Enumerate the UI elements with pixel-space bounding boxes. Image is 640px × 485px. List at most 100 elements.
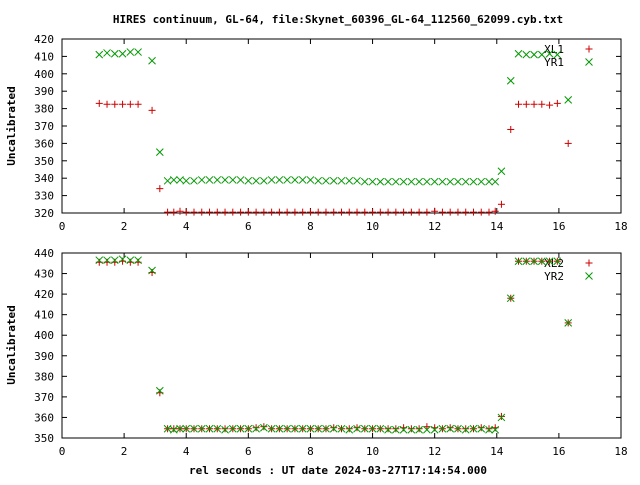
legend-label-yr1: YR1 <box>544 56 564 69</box>
data-point <box>110 256 119 265</box>
y-tick-label: 420 <box>34 288 54 301</box>
data-point <box>462 425 470 433</box>
data-point <box>299 208 307 216</box>
y-tick-label: 400 <box>34 329 54 342</box>
data-point <box>119 100 127 108</box>
data-point <box>407 208 415 216</box>
data-point <box>169 176 178 184</box>
data-point <box>384 425 392 433</box>
data-point <box>360 424 369 433</box>
data-point <box>148 56 156 65</box>
data-point <box>244 208 252 216</box>
data-point <box>399 177 408 186</box>
data-point <box>134 256 142 265</box>
data-point <box>477 208 485 216</box>
data-point <box>497 412 505 420</box>
data-point <box>446 208 454 216</box>
x-tick-label: 8 <box>307 220 314 233</box>
data-point <box>469 208 477 216</box>
data-point <box>384 208 392 216</box>
data-point <box>446 177 455 186</box>
data-point <box>95 99 103 107</box>
data-point <box>497 413 506 422</box>
data-point <box>322 208 330 216</box>
y-tick-label: 420 <box>34 33 54 46</box>
data-point <box>155 148 164 156</box>
data-point <box>163 176 172 185</box>
data-point <box>360 177 369 186</box>
x-tick-label: 2 <box>121 220 128 233</box>
data-point <box>537 257 546 266</box>
data-point <box>118 49 127 58</box>
data-point <box>415 425 423 433</box>
data-point <box>423 177 431 186</box>
data-point <box>213 424 222 433</box>
data-point <box>221 176 229 184</box>
x-tick-label: 4 <box>183 445 190 458</box>
data-point <box>291 208 299 216</box>
data-point <box>134 100 142 108</box>
data-point <box>164 208 172 216</box>
y-tick-label: 440 <box>34 247 54 260</box>
y-tick-label: 360 <box>34 137 54 150</box>
data-point <box>376 177 385 186</box>
data-point <box>221 425 229 433</box>
bottom-plot-frame <box>61 252 622 439</box>
data-point <box>148 106 156 114</box>
data-point <box>176 176 184 184</box>
data-point <box>283 208 291 216</box>
data-point <box>252 424 260 433</box>
data-point <box>228 176 237 184</box>
data-point <box>306 208 314 216</box>
x-tick-label: 14 <box>490 220 504 233</box>
y-tick-label: 410 <box>34 309 54 322</box>
legend-marker-xl1 <box>585 45 593 53</box>
y-tick-label: 370 <box>34 120 54 133</box>
data-point <box>95 50 104 59</box>
data-point <box>353 424 361 432</box>
data-point <box>126 256 135 265</box>
data-point <box>260 208 268 216</box>
data-point <box>522 50 531 59</box>
data-point <box>126 48 135 56</box>
data-point <box>298 176 307 184</box>
data-point <box>537 50 546 59</box>
data-point <box>461 425 470 434</box>
data-point <box>291 176 299 184</box>
data-point <box>469 177 478 186</box>
data-point <box>197 424 206 433</box>
series-yr1 <box>95 48 573 186</box>
top-plot-frame <box>61 38 622 214</box>
y-tick-label: 380 <box>34 103 54 116</box>
y-tick-label: 400 <box>34 68 54 81</box>
y-tick-label: 350 <box>34 155 54 168</box>
data-point <box>530 100 538 108</box>
data-point <box>407 425 415 433</box>
data-point <box>260 423 268 432</box>
data-point <box>118 255 127 264</box>
data-point <box>237 208 245 216</box>
data-point <box>485 177 493 186</box>
data-point <box>345 425 354 434</box>
data-point <box>236 176 245 184</box>
data-point <box>564 319 573 327</box>
y-tick-label: 390 <box>34 350 54 363</box>
x-tick-label: 4 <box>183 220 190 233</box>
data-point <box>95 256 104 265</box>
data-point <box>322 424 330 433</box>
data-point <box>431 207 439 215</box>
data-point <box>155 386 164 395</box>
data-point <box>244 176 253 185</box>
data-point <box>190 176 198 185</box>
data-point <box>361 208 369 216</box>
data-point <box>438 424 447 433</box>
data-point <box>190 208 198 216</box>
data-point <box>423 208 431 216</box>
data-point <box>477 424 485 432</box>
x-tick-label: 14 <box>490 445 504 458</box>
data-point <box>446 424 454 432</box>
data-point <box>329 424 338 433</box>
data-point <box>126 100 134 108</box>
x-tick-label: 6 <box>245 220 252 233</box>
data-point <box>275 176 284 184</box>
